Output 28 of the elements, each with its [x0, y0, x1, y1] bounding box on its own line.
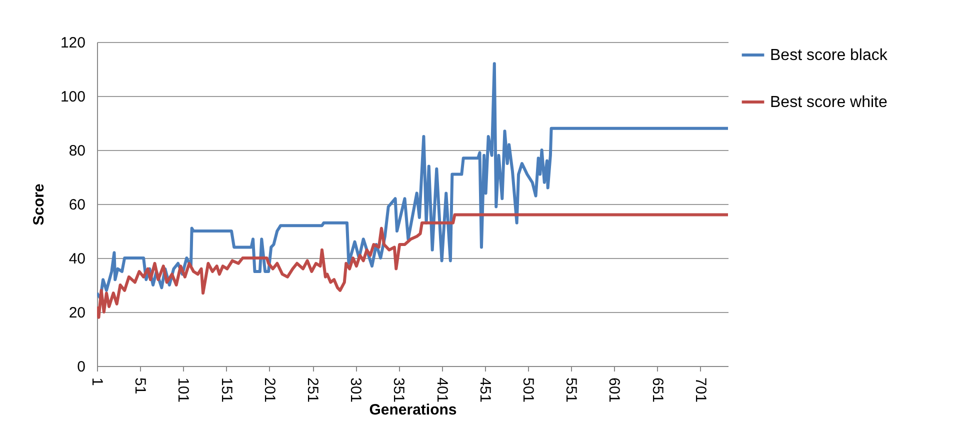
y-axis-title: Score [30, 184, 48, 226]
x-tick-label: 401 [433, 378, 450, 403]
legend-label: Best score white [770, 94, 888, 111]
x-tick-label: 51 [132, 378, 149, 394]
y-tick-label: 120 [60, 34, 86, 52]
legend-label: Best score black [770, 47, 888, 64]
x-tick-label: 551 [562, 378, 580, 403]
y-tick-label: 60 [68, 196, 86, 214]
x-tick-label: 651 [648, 378, 666, 403]
x-tick-label: 251 [304, 378, 322, 403]
y-tick-label: 20 [68, 304, 86, 322]
x-tick-label: 601 [606, 378, 623, 403]
x-tick-label: 501 [520, 378, 537, 403]
x-tick-label: 701 [692, 378, 709, 403]
x-tick-label: 451 [476, 378, 494, 403]
y-tick-label: 100 [60, 88, 86, 106]
x-tick-label: 101 [174, 378, 192, 403]
x-tick-label: 301 [347, 378, 364, 403]
x-tick-label: 201 [260, 378, 278, 403]
x-tick-label: 1 [88, 378, 106, 386]
x-axis-title: Generations [369, 402, 457, 419]
line-series [97, 62, 728, 300]
x-tick-label: 351 [390, 378, 408, 403]
y-tick-label: 0 [77, 358, 86, 376]
line-series [97, 213, 728, 319]
x-tick-label: 151 [218, 378, 235, 403]
y-tick-label: 40 [68, 250, 86, 268]
y-tick-label: 80 [68, 142, 86, 160]
